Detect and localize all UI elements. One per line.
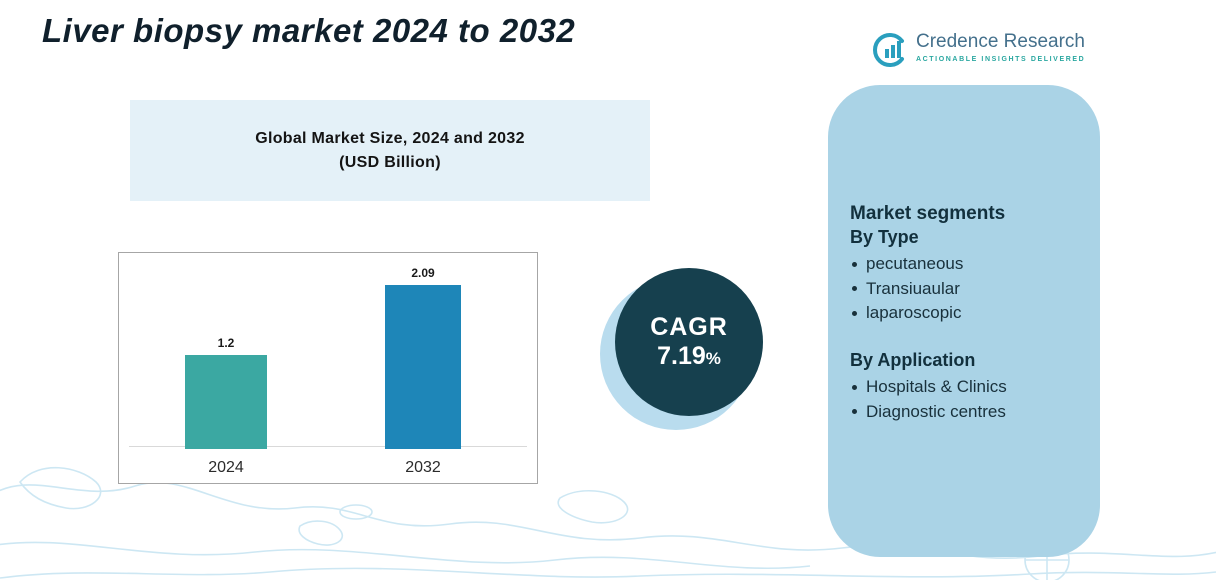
segments-group-title-type: By Type bbox=[850, 227, 919, 247]
cagr-label: CAGR bbox=[650, 312, 728, 341]
logo-text: Credence Research Actionable Insights De… bbox=[916, 31, 1086, 63]
segments-group-title-application: By Application bbox=[850, 349, 976, 370]
x-axis-line bbox=[129, 446, 527, 447]
segment-item-label: Transiuaular bbox=[866, 278, 960, 298]
chart-header-line1: Global Market Size, 2024 and 2032 bbox=[255, 129, 525, 147]
bar-2024 bbox=[185, 355, 267, 449]
bullet-icon bbox=[852, 286, 857, 292]
bar-2032 bbox=[385, 285, 461, 449]
segments-list-application: Hospitals & Clinics Diagnostic centres bbox=[850, 375, 1082, 424]
bar-chart: 1.2 2.09 2024 2032 bbox=[118, 252, 538, 484]
segment-item-label: pecutaneous bbox=[866, 254, 964, 273]
segments-panel: Market segments By Type pecutaneous Tran… bbox=[828, 85, 1100, 557]
cagr-badge: CAGR 7.19% bbox=[600, 268, 766, 434]
bar-column-2032: 2.09 bbox=[385, 253, 461, 449]
category-label-2032: 2032 bbox=[405, 459, 441, 476]
bar-column-2024: 1.2 bbox=[185, 253, 267, 449]
bar-value-2024: 1.2 bbox=[217, 336, 235, 350]
list-item: Transiuaular bbox=[850, 277, 1082, 302]
credence-research-logo: Credence Research Actionable Insights De… bbox=[872, 31, 1086, 68]
credence-logo-icon bbox=[873, 33, 904, 67]
list-item: laparoscopic bbox=[850, 301, 1082, 326]
bar-value-2032: 2.09 bbox=[411, 266, 435, 280]
chart-header-line2: (USD Billion) bbox=[339, 153, 441, 171]
segments-list-type: pecutaneous Transiuaular laparoscopic bbox=[850, 252, 1082, 326]
cagr-value-number: 7.19 bbox=[657, 342, 706, 371]
bullet-icon bbox=[852, 261, 857, 267]
list-item: Hospitals & Clinics bbox=[850, 375, 1082, 400]
segments-heading: Market segments bbox=[850, 203, 1006, 224]
logo-tagline: Actionable Insights Delivered bbox=[916, 55, 1086, 63]
segment-item-label: laparoscopic bbox=[866, 303, 962, 323]
bullet-icon bbox=[852, 311, 857, 317]
segment-item-label: Hospitals & Clinics bbox=[866, 376, 1007, 396]
page-title: Liver biopsy market 2024 to 2032 bbox=[42, 12, 576, 49]
list-item: Diagnostic centres bbox=[850, 400, 1082, 425]
chart-header-box: Global Market Size, 2024 and 2032 (USD B… bbox=[130, 100, 650, 201]
segment-item-label: Diagnostic centres bbox=[866, 401, 1006, 421]
bullet-icon bbox=[852, 409, 857, 415]
category-label-2024: 2024 bbox=[208, 459, 244, 476]
cagr-percent-sign: % bbox=[705, 349, 721, 369]
list-item: pecutaneous bbox=[850, 252, 1082, 277]
cagr-circle: CAGR 7.19% bbox=[615, 268, 763, 416]
cagr-value: 7.19% bbox=[657, 341, 721, 371]
bullet-icon bbox=[852, 384, 857, 390]
logo-name: Credence Research bbox=[916, 31, 1085, 52]
